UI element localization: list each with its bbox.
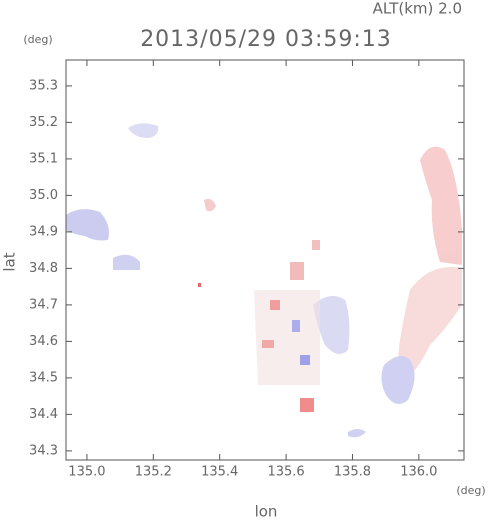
y-tick-label: 34.9 xyxy=(29,224,58,239)
y-tick-label: 34.7 xyxy=(29,297,58,312)
chart-title: 2013/05/29 03:59:13 xyxy=(140,27,392,52)
plot-frame xyxy=(65,59,465,461)
y-label: lat xyxy=(1,252,19,271)
x-tick-label: 135.8 xyxy=(334,465,371,480)
y-tick-label: 34.4 xyxy=(29,407,58,422)
y-tick-label: 35.3 xyxy=(29,78,58,93)
x-unit: (deg) xyxy=(456,484,485,497)
y-unit: (deg) xyxy=(23,33,52,46)
y-tick-label: 35.0 xyxy=(29,188,58,203)
y-tick-label: 35.2 xyxy=(29,115,58,130)
x-tick-label: 135.6 xyxy=(267,465,304,480)
y-tick-label: 34.8 xyxy=(29,261,58,276)
radar-echoes xyxy=(66,123,462,438)
x-tick-label: 135.2 xyxy=(135,465,172,480)
y-tick-label: 34.5 xyxy=(29,370,58,385)
x-label: lon xyxy=(255,503,278,521)
y-tick-label: 34.6 xyxy=(29,334,58,349)
x-tick-label: 135.4 xyxy=(201,465,238,480)
x-tick-label: 135.0 xyxy=(68,465,105,480)
y-tick-label: 34.3 xyxy=(29,443,58,458)
x-tick-label: 136.0 xyxy=(400,465,437,480)
y-tick-label: 35.1 xyxy=(29,151,58,166)
altitude: ALT(km) 2.0 xyxy=(373,0,462,18)
